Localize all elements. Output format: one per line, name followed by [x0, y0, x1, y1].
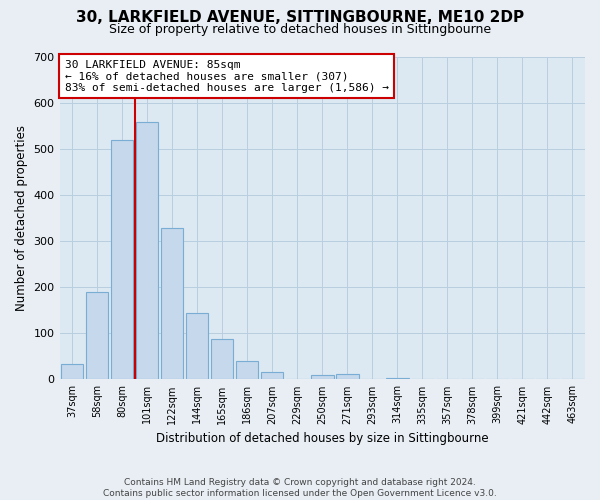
Y-axis label: Number of detached properties: Number of detached properties — [15, 125, 28, 311]
Bar — [111, 140, 133, 380]
Bar — [86, 292, 109, 380]
Text: Contains HM Land Registry data © Crown copyright and database right 2024.
Contai: Contains HM Land Registry data © Crown c… — [103, 478, 497, 498]
Text: Size of property relative to detached houses in Sittingbourne: Size of property relative to detached ho… — [109, 22, 491, 36]
Bar — [386, 378, 409, 380]
Text: 30, LARKFIELD AVENUE, SITTINGBOURNE, ME10 2DP: 30, LARKFIELD AVENUE, SITTINGBOURNE, ME1… — [76, 10, 524, 25]
Bar — [61, 364, 83, 380]
Bar — [161, 228, 184, 380]
Bar — [261, 372, 283, 380]
Bar — [136, 122, 158, 380]
Bar — [211, 340, 233, 380]
Bar — [236, 360, 259, 380]
X-axis label: Distribution of detached houses by size in Sittingbourne: Distribution of detached houses by size … — [156, 432, 488, 445]
Bar — [336, 374, 359, 380]
Text: 30 LARKFIELD AVENUE: 85sqm
← 16% of detached houses are smaller (307)
83% of sem: 30 LARKFIELD AVENUE: 85sqm ← 16% of deta… — [65, 60, 389, 93]
Bar — [311, 376, 334, 380]
Bar — [186, 313, 208, 380]
